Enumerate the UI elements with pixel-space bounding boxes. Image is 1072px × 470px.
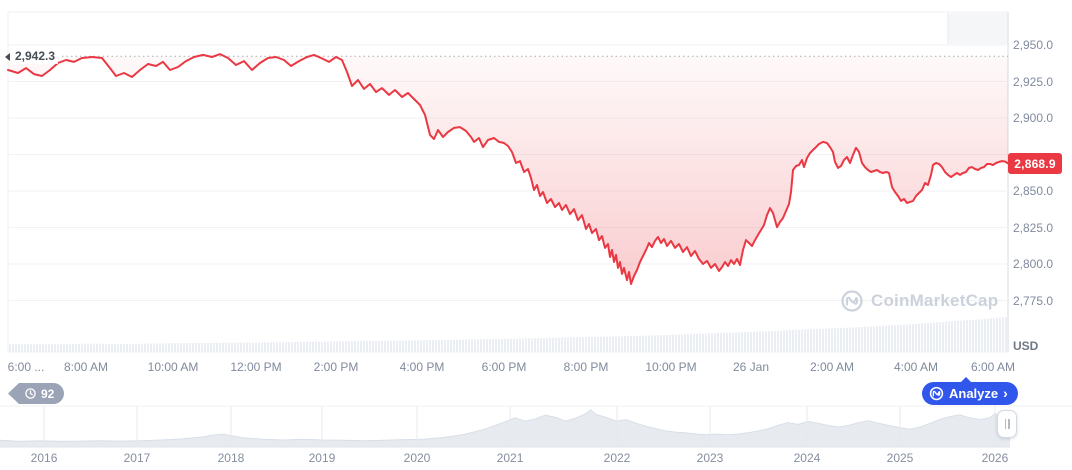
navigator-area (0, 410, 1010, 447)
history-clock-icon (25, 388, 36, 399)
navigator-handle-right[interactable] (997, 410, 1017, 438)
baseline-marker-icon (5, 53, 10, 61)
navigator-year-label: 2019 (308, 451, 336, 465)
navigator-year-label: 2017 (123, 451, 151, 465)
chevron-right-icon: › (1003, 385, 1008, 401)
navigator-year-label: 2021 (496, 451, 524, 465)
x-axis-label: 10:00 PM (645, 360, 697, 374)
navigator-year-label: 2022 (603, 451, 631, 465)
x-axis-label: 12:00 PM (230, 360, 282, 374)
x-axis-label: 8:00 AM (63, 360, 109, 374)
navigator-year-label: 2023 (696, 451, 724, 465)
main-chart-plot[interactable] (8, 12, 1008, 352)
navigator-year-label: 2018 (217, 451, 245, 465)
x-axis-label: 2:00 PM (313, 360, 359, 374)
price-line (7, 53, 1009, 285)
x-axis-label: 6:00 ... (7, 360, 45, 374)
navigator-year-label: 2026 (981, 451, 1009, 465)
analyze-button-label: Analyze (949, 386, 999, 401)
y-axis-label: 2,900.0 (1013, 111, 1054, 125)
baseline-price-label: 2,942.3 (12, 49, 59, 64)
y-axis-label: 2,925.0 (1013, 74, 1054, 89)
volume-area (8, 317, 1008, 352)
navigator-year-label: 2020 (403, 451, 431, 465)
x-axis-label: 10:00 AM (147, 360, 199, 374)
y-axis-label: 2,800.0 (1013, 257, 1054, 271)
navigator-year-label: 2016 (30, 451, 58, 465)
cmc-logo-icon (929, 386, 944, 401)
x-axis-label: 26 Jan (732, 360, 770, 374)
navigator-year-label: 2024 (793, 451, 821, 465)
navigator[interactable] (0, 406, 1010, 447)
y-axis-label: 2,950.0 (1013, 38, 1054, 52)
x-axis-label: 6:00 PM (481, 360, 527, 374)
y-axis-label: 2,850.0 (1013, 184, 1054, 198)
y-axis-label: 2,825.0 (1013, 220, 1054, 235)
history-badge[interactable]: 92 (8, 383, 65, 404)
currency-unit-label: USD (1013, 339, 1039, 353)
analyze-button[interactable]: Analyze › (922, 377, 1018, 405)
y-axis-label: 2,775.0 (1013, 293, 1054, 308)
navigator-area-outline (0, 409, 1011, 442)
x-axis-label: 4:00 PM (399, 360, 445, 374)
x-axis-label: 4:00 AM (893, 360, 939, 374)
future-session-shade (948, 13, 1008, 44)
last-price-badge: 2,868.9 (1008, 153, 1062, 174)
history-badge-count: 92 (41, 386, 55, 401)
price-area-fill (8, 54, 1008, 284)
x-axis-label: 2:00 AM (809, 360, 855, 374)
x-axis-label: 6:00 AM (970, 360, 1016, 374)
navigator-year-label: 2025 (886, 451, 914, 465)
x-axis-label: 8:00 PM (563, 360, 609, 374)
